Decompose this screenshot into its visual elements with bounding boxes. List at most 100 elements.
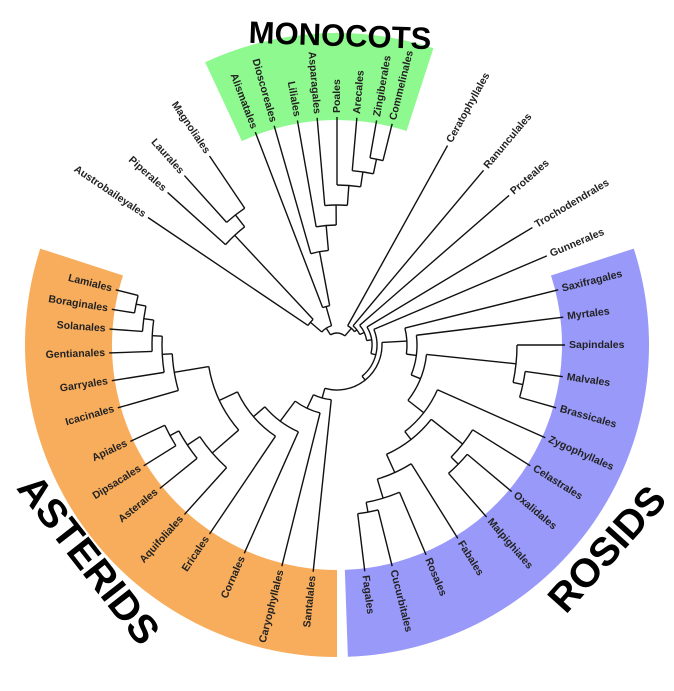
branch-86 <box>376 478 384 499</box>
branch-105 <box>426 353 517 365</box>
band-rosids <box>344 248 649 657</box>
leaf-label-asparagales: Asparagales <box>306 51 323 114</box>
branch-arc-79 <box>313 394 332 401</box>
branch-arc-99 <box>448 453 468 474</box>
branch-arc-109 <box>518 371 526 398</box>
branch-85 <box>385 454 396 473</box>
leaf-label-magnoliales: Magnoliales <box>169 99 213 156</box>
branch-arc-119 <box>361 329 378 377</box>
leaf-label-laurales: Laurales <box>149 136 187 176</box>
branch-80 <box>381 340 407 344</box>
branch-arc-71 <box>208 366 240 431</box>
branch-107 <box>519 396 557 409</box>
branch-arc-117 <box>324 342 383 391</box>
branch-25 <box>234 214 246 228</box>
branch-98 <box>466 453 513 493</box>
branch-arc-94 <box>377 463 412 480</box>
branch-82 <box>410 374 421 380</box>
branch-97 <box>448 472 488 518</box>
branch-arc-92 <box>366 491 400 504</box>
branch-89 <box>377 509 393 567</box>
branch-88 <box>357 513 366 572</box>
tree-branches <box>109 117 565 572</box>
leaf-label-trochodendrales: Trochodendrales <box>533 177 612 231</box>
branch-84 <box>404 431 412 440</box>
branch-95 <box>430 418 464 445</box>
branch-87 <box>365 502 369 513</box>
branch-arc-52 <box>133 295 139 314</box>
branch-106 <box>512 381 523 386</box>
branch-120 <box>366 226 533 328</box>
branch-126 <box>347 145 449 327</box>
branch-103 <box>437 389 546 439</box>
branch-36 <box>359 331 365 336</box>
leaf-label-sapindales: Sapindales <box>569 339 625 351</box>
branch-57 <box>111 371 165 382</box>
branch-arc-101 <box>450 429 474 458</box>
branch-46 <box>162 353 173 356</box>
group-title-monocots: MONOCOTS <box>248 15 432 56</box>
branch-arc-123 <box>359 324 368 341</box>
branch-113 <box>416 316 564 336</box>
branch-100 <box>472 429 531 467</box>
leaf-label-piperales: Piperales <box>126 154 169 194</box>
branch-arc-32 <box>307 318 314 326</box>
branch-arc-68 <box>178 430 198 459</box>
branch-69 <box>183 467 228 515</box>
branch-8 <box>382 123 393 161</box>
branch-arc-60 <box>171 353 180 391</box>
branch-66 <box>143 445 177 467</box>
branch-3 <box>325 225 330 251</box>
branch-45 <box>174 365 209 374</box>
branch-15 <box>316 117 326 206</box>
group-bands <box>25 32 649 657</box>
branch-41 <box>306 394 315 409</box>
leaf-label-ranunculales: Ranunculales <box>481 111 534 171</box>
branch-83 <box>407 399 425 414</box>
branch-arc-30 <box>225 226 246 246</box>
branch-43 <box>253 406 266 418</box>
branch-53 <box>109 328 143 333</box>
leaf-label-myrtales: Myrtales <box>567 305 611 322</box>
branch-39 <box>361 375 366 381</box>
branch-11 <box>351 117 358 171</box>
branch-55 <box>109 350 153 354</box>
branch-122 <box>359 194 510 326</box>
branch-arc-33 <box>321 325 332 333</box>
branch-arc-18 <box>316 224 337 228</box>
branch-108 <box>525 370 563 378</box>
band-monocots <box>205 32 434 142</box>
branch-50 <box>115 289 139 297</box>
branch-arc-70 <box>199 436 228 469</box>
branch-0 <box>325 327 332 336</box>
branch-74 <box>243 431 299 554</box>
branch-arc-20 <box>310 249 329 255</box>
branch-34 <box>344 327 352 337</box>
branch-37 <box>366 339 372 342</box>
branch-118 <box>373 255 548 331</box>
branch-arc-54 <box>141 305 147 332</box>
leaf-label-gunnerales: Gunnerales <box>548 226 606 260</box>
branch-arc-116 <box>404 327 408 355</box>
branch-61 <box>211 429 240 454</box>
branch-arc-12 <box>352 169 374 175</box>
branch-arc-77 <box>294 400 321 414</box>
band-asterids <box>25 248 338 657</box>
branch-arc-28 <box>226 207 246 223</box>
branch-arc-16 <box>324 204 348 207</box>
branch-arc-73 <box>236 391 276 437</box>
branch-arc-58 <box>161 336 165 373</box>
branch-65 <box>130 424 166 442</box>
branch-2 <box>318 251 331 306</box>
branch-24 <box>234 234 314 320</box>
branch-arc-56 <box>151 319 155 352</box>
branch-arc-10 <box>369 157 384 162</box>
branch-42 <box>279 400 296 422</box>
branch-21 <box>254 131 324 308</box>
branch-23 <box>309 321 323 333</box>
branch-arc-22 <box>322 304 330 309</box>
branch-96 <box>450 456 459 465</box>
leaf-label-fagales: Fagales <box>360 575 377 615</box>
branch-arc-114 <box>410 335 418 376</box>
